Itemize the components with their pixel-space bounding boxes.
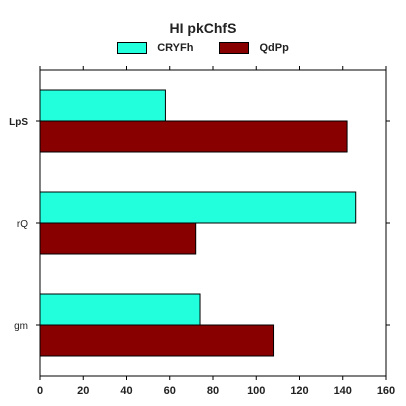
x-tick-label-0: 0 [37,385,43,397]
legend-label-series-2: QdPp [259,42,289,54]
bar-QdPp-LpS [39,120,348,153]
legend-swatch-series-2 [219,42,250,54]
legend-label-series-1: CRYFh [157,42,194,54]
legend-swatch-series-1 [117,42,148,54]
x-tick-label-120: 120 [290,385,308,397]
x-tick-label-160: 160 [377,385,395,397]
x-tick-label-20: 20 [77,385,89,397]
x-tick-label-100: 100 [247,385,265,397]
legend-item-series-1: CRYFh [117,42,193,54]
bar-CRYFh-LpS [39,89,166,122]
x-tick-label-60: 60 [164,385,176,397]
legend-item-series-2: QdPp [219,42,289,54]
bar-QdPp-rQ [39,222,197,255]
legend: CRYFh QdPp [0,42,406,54]
y-tick-label-rQ: rQ [17,219,28,230]
chart-title: HI pkChfS [169,20,237,36]
x-tick-label-80: 80 [207,385,219,397]
bar-CRYFh-rQ [39,191,357,224]
y-tick-label-LpS: LpS [9,117,28,128]
bar-CRYFh-gm [39,293,201,326]
x-tick-label-140: 140 [334,385,352,397]
y-tick-label-gm: gm [14,321,28,332]
x-tick-label-40: 40 [120,385,132,397]
bar-QdPp-gm [39,324,275,357]
